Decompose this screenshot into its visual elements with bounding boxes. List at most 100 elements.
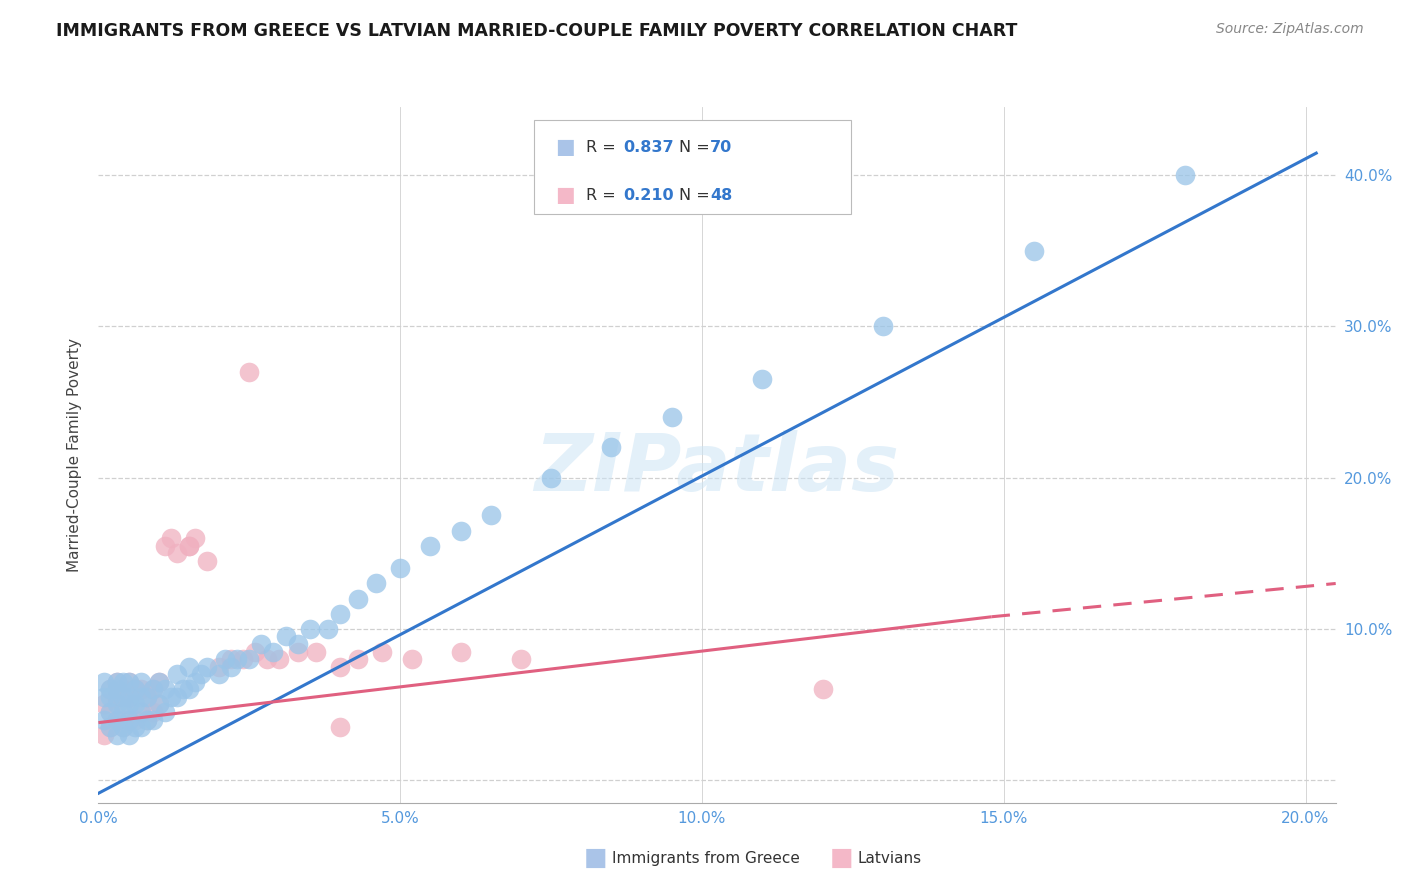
Text: 70: 70 — [710, 140, 733, 154]
Point — [100, 705, 122, 719]
Point — [117, 674, 139, 689]
Point — [124, 682, 146, 697]
Point — [100, 690, 122, 704]
Point — [238, 652, 260, 666]
Point — [262, 644, 284, 658]
Point — [129, 720, 152, 734]
Point — [274, 629, 297, 643]
Point — [751, 372, 773, 386]
Y-axis label: Married-Couple Family Poverty: Married-Couple Family Poverty — [67, 338, 83, 572]
Point — [111, 682, 134, 697]
Point — [347, 591, 370, 606]
Point — [117, 713, 139, 727]
Text: ■: ■ — [555, 137, 575, 157]
Text: ■: ■ — [830, 847, 853, 870]
Point — [142, 705, 165, 719]
Point — [226, 652, 249, 666]
Point — [135, 690, 157, 704]
Text: ZIPatlas: ZIPatlas — [534, 430, 900, 508]
Point — [105, 698, 128, 712]
Point — [135, 690, 157, 704]
Point — [93, 690, 115, 704]
Point — [111, 698, 134, 712]
Point — [1022, 244, 1045, 258]
Point — [298, 622, 321, 636]
Point — [142, 713, 165, 727]
Point — [219, 652, 242, 666]
Point — [540, 470, 562, 484]
Point — [129, 705, 152, 719]
Point — [117, 674, 139, 689]
Point — [100, 705, 122, 719]
Point — [479, 508, 502, 523]
Point — [111, 720, 134, 734]
Point — [329, 659, 352, 673]
Point — [389, 561, 412, 575]
Point — [232, 652, 254, 666]
Point — [287, 637, 309, 651]
Point — [177, 682, 200, 697]
Point — [105, 682, 128, 697]
Point — [184, 674, 207, 689]
Point — [111, 705, 134, 719]
Point — [111, 674, 134, 689]
Point — [93, 728, 115, 742]
Point — [177, 539, 200, 553]
Point — [105, 713, 128, 727]
Point — [347, 652, 370, 666]
Point — [419, 539, 441, 553]
Point — [401, 652, 423, 666]
Point — [105, 674, 128, 689]
Point — [450, 644, 472, 658]
Text: IMMIGRANTS FROM GREECE VS LATVIAN MARRIED-COUPLE FAMILY POVERTY CORRELATION CHAR: IMMIGRANTS FROM GREECE VS LATVIAN MARRIE… — [56, 22, 1018, 40]
Point — [160, 690, 183, 704]
Point — [105, 690, 128, 704]
Point — [195, 554, 218, 568]
Point — [329, 720, 352, 734]
Point — [166, 667, 188, 681]
Point — [184, 531, 207, 545]
Text: ■: ■ — [583, 847, 607, 870]
Text: R =: R = — [586, 188, 621, 202]
Point — [177, 539, 200, 553]
Point — [287, 644, 309, 658]
Point — [124, 713, 146, 727]
Point — [117, 728, 139, 742]
Point — [208, 659, 231, 673]
Point — [129, 690, 152, 704]
Text: 48: 48 — [710, 188, 733, 202]
Point — [105, 728, 128, 742]
Point — [105, 674, 128, 689]
Point — [142, 682, 165, 697]
Point — [117, 690, 139, 704]
Point — [219, 659, 242, 673]
Point — [100, 720, 122, 734]
Point — [214, 652, 236, 666]
Point — [124, 698, 146, 712]
Point — [93, 674, 115, 689]
Point — [100, 682, 122, 697]
Point — [100, 720, 122, 734]
Point — [129, 705, 152, 719]
Point — [190, 667, 212, 681]
Point — [117, 690, 139, 704]
Text: N =: N = — [679, 140, 716, 154]
Text: N =: N = — [679, 188, 716, 202]
Point — [135, 713, 157, 727]
Point — [153, 682, 176, 697]
Point — [208, 667, 231, 681]
Point — [811, 682, 834, 697]
Point — [250, 637, 273, 651]
Point — [166, 546, 188, 560]
Point — [166, 690, 188, 704]
Text: Source: ZipAtlas.com: Source: ZipAtlas.com — [1216, 22, 1364, 37]
Point — [148, 674, 170, 689]
Point — [364, 576, 387, 591]
Point — [600, 441, 623, 455]
Point — [160, 531, 183, 545]
Point — [93, 698, 115, 712]
Point — [256, 652, 278, 666]
Point — [124, 682, 146, 697]
Point — [509, 652, 531, 666]
Point — [135, 713, 157, 727]
